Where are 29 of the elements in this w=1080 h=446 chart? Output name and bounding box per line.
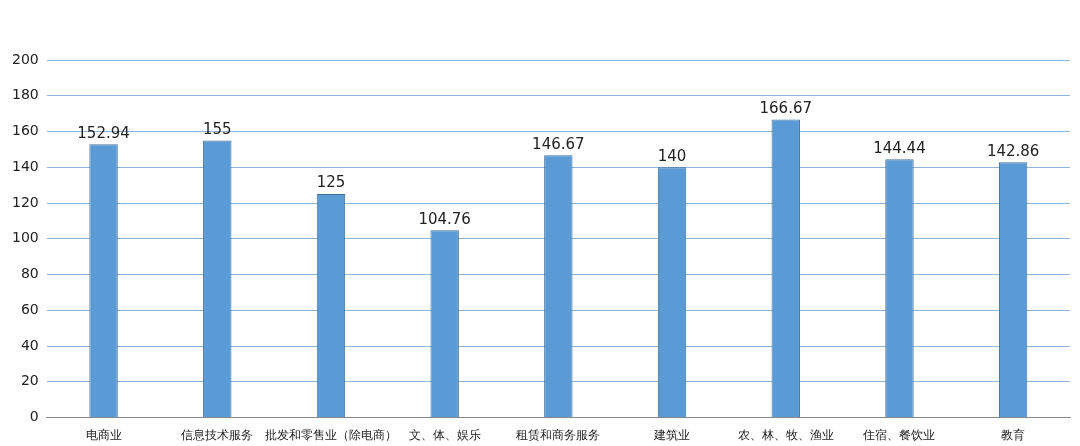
- x-tick-label: 建筑业: [653, 427, 691, 442]
- y-tick-label: 160: [11, 122, 39, 139]
- x-tick-label: 住宿、餐饮业: [862, 427, 936, 442]
- data-label: 152.94: [77, 123, 130, 142]
- y-tick-label: 140: [11, 157, 39, 174]
- data-label: 140: [657, 146, 687, 165]
- data-label: 142.86: [986, 141, 1040, 160]
- y-tick-label: 60: [20, 300, 39, 317]
- y-tick-label: 40: [20, 336, 39, 353]
- x-tick-label: 批发和零售业（除电商）: [264, 427, 397, 442]
- data-label: 146.67: [532, 134, 585, 153]
- x-tick-label: 文、体、娱乐: [408, 427, 481, 442]
- data-label: 155: [202, 119, 232, 138]
- data-label: 144.44: [873, 138, 926, 157]
- y-tick-label: 180: [11, 86, 39, 103]
- x-tick-label: 电商业: [85, 427, 122, 442]
- y-tick-label: 200: [11, 50, 39, 67]
- x-tick-label: 租赁和商务服务: [516, 427, 601, 442]
- y-tick-label: 80: [20, 265, 39, 282]
- x-tick-label: 教育: [1001, 427, 1026, 442]
- y-tick-label: 120: [11, 193, 39, 210]
- y-tick-label: 20: [20, 372, 39, 389]
- data-label: 104.76: [418, 209, 471, 228]
- data-label: 125: [316, 173, 346, 192]
- data-label: 166.67: [759, 98, 813, 117]
- x-tick-label: 农、林、牧、渔业: [737, 427, 834, 442]
- y-tick-label: 100: [11, 229, 39, 246]
- x-tick-label: 信息技术服务: [181, 427, 254, 442]
- y-tick-label: 0: [29, 408, 39, 425]
